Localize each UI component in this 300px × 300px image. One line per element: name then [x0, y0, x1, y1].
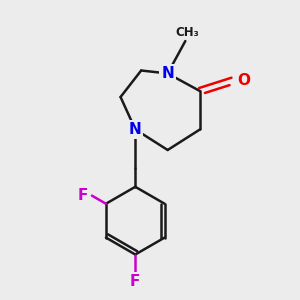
Text: O: O — [237, 73, 250, 88]
Text: N: N — [129, 122, 142, 137]
Text: F: F — [77, 188, 88, 203]
Text: CH₃: CH₃ — [175, 26, 199, 39]
Text: F: F — [130, 274, 140, 289]
Text: N: N — [161, 66, 174, 81]
